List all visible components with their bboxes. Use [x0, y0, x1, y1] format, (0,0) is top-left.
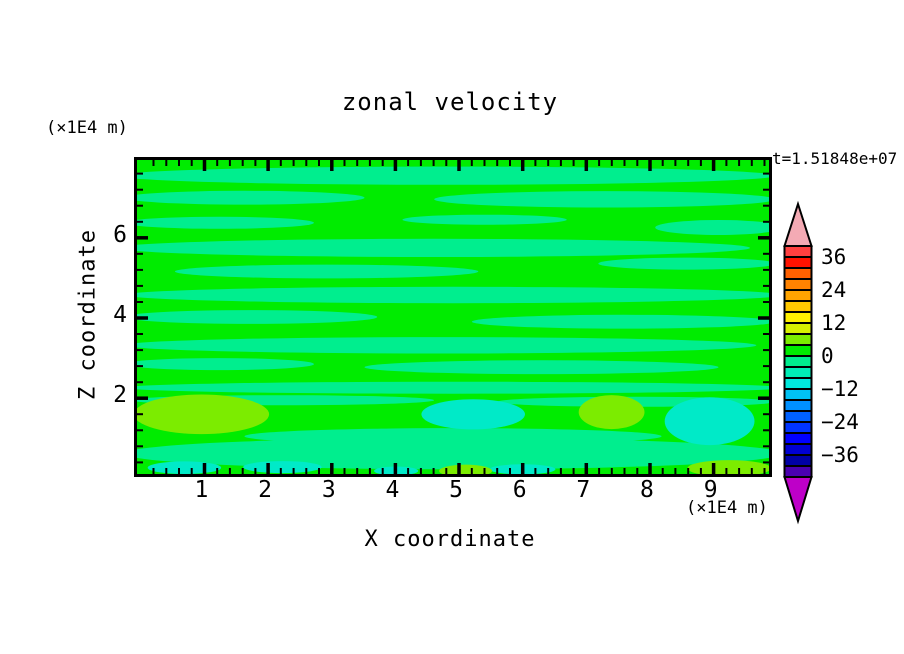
contour-region-4..8	[439, 464, 493, 474]
colorbar-label: 12	[821, 311, 847, 335]
x-axis-label: X coordinate	[364, 527, 536, 552]
contour-region--4..0	[137, 238, 750, 257]
contour-region--8..-4	[664, 397, 755, 446]
colorbar-segment-0-4	[783, 344, 813, 357]
y-axis-label: Z coordinate	[75, 229, 101, 400]
x-tick-label: 2	[258, 477, 273, 503]
plot-title: zonal velocity	[341, 88, 559, 116]
colorbar-segment--24--20	[783, 410, 813, 423]
colorbar-segment--16--12	[783, 388, 813, 401]
contour-region--4..0	[364, 360, 719, 375]
colorbar-label: −24	[821, 410, 859, 434]
colorbar-segment--20--16	[783, 399, 813, 412]
colorbar-segment-16-20	[783, 300, 813, 313]
y-axis-unit-label: (×1E4 m)	[46, 118, 128, 138]
y-tick-label: 2	[113, 382, 127, 409]
colorbar-segment-24-28	[783, 278, 813, 291]
contour-region--4..0	[434, 191, 769, 208]
x-tick-label: 4	[385, 477, 400, 503]
colorbar-segment--4-0	[783, 355, 813, 368]
colorbar-over-arrow	[783, 200, 813, 247]
contour-region--8..-4	[421, 399, 525, 430]
contour-region--8..-4	[243, 461, 322, 474]
colorbar-segment--36--32	[783, 443, 813, 456]
colorbar-label: −36	[821, 443, 859, 467]
x-tick-label: 5	[449, 477, 463, 503]
colorbar-scale	[783, 200, 813, 525]
x-tick-label: 7	[576, 477, 591, 503]
colorbar-segment-4-8	[783, 333, 813, 346]
contour-region--4..0	[137, 381, 769, 394]
contour-region-4..8	[137, 394, 270, 435]
contour-region--4..0	[137, 216, 314, 229]
contour-region--4..0	[137, 286, 769, 304]
colorbar-segment-36-40	[783, 245, 813, 258]
x-tick-label: 3	[321, 477, 336, 503]
colorbar-label: 36	[821, 245, 847, 269]
contour-region--4..0	[402, 214, 567, 225]
x-tick-label: 9	[703, 477, 718, 503]
colorbar-segment--28--24	[783, 421, 813, 434]
colorbar-segment-8-12	[783, 322, 813, 335]
colorbar-label: −12	[821, 377, 859, 401]
contour-region--4..0	[174, 264, 479, 279]
contour-region--4..0	[137, 166, 769, 185]
contour-region--4..0	[655, 220, 769, 235]
contour-region--4..0	[137, 437, 769, 470]
colorbar-under-arrow	[783, 476, 813, 525]
colorbar-segment-12-16	[783, 311, 813, 324]
contour-region--4..0	[137, 358, 314, 371]
colorbar-label: 24	[821, 278, 847, 302]
colorbar-segment--44--40	[783, 465, 813, 478]
colorbar-segment--8--4	[783, 366, 813, 379]
x-tick-label: 6	[512, 477, 527, 503]
contour-region--4..0	[137, 190, 365, 205]
colorbar-segment-20-24	[783, 289, 813, 302]
x-axis-unit-label: (×1E4 m)	[686, 498, 768, 518]
colorbar-segment--12--8	[783, 377, 813, 390]
y-tick-label: 6	[113, 221, 127, 248]
contour-region--4..0	[137, 337, 757, 354]
colorbar-segment--32--28	[783, 432, 813, 445]
time-label: t=1.51848e+07	[772, 149, 898, 168]
contour-field	[137, 160, 769, 474]
contour-region--4..0	[471, 314, 769, 329]
contour-region-4..8	[578, 395, 645, 430]
contour-region-4..8	[687, 460, 769, 474]
colorbar-segment--40--36	[783, 454, 813, 467]
contour-region--4..0	[598, 257, 769, 270]
colorbar-segment-32-36	[783, 256, 813, 269]
y-tick-label: 4	[113, 302, 127, 328]
plot-area	[134, 157, 772, 477]
colorbar-segment-28-32	[783, 267, 813, 280]
x-tick-label: 8	[640, 477, 654, 503]
colorbar	[780, 200, 904, 530]
contour-region--4..0	[137, 310, 378, 324]
contour-region--8..-4	[147, 461, 222, 474]
colorbar-label: 0	[821, 344, 834, 368]
x-tick-label: 1	[194, 477, 209, 503]
